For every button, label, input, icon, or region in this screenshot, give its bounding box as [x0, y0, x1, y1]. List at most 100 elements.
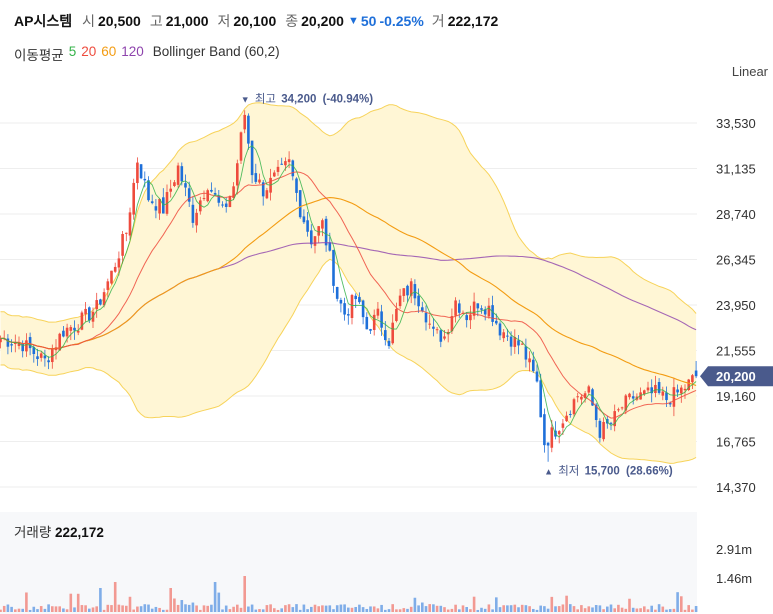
- volume-bar: [80, 605, 84, 612]
- candle: [617, 407, 620, 413]
- candle: [317, 225, 320, 243]
- volume-bar: [113, 582, 117, 612]
- volume-bar: [631, 607, 635, 612]
- volume-bar: [643, 606, 646, 612]
- price-chart[interactable]: 33,530 31,135 28,740 26,345 23,950 21,555 19,1…: [0, 86, 773, 506]
- y-tick-label: 14,370: [716, 480, 756, 495]
- volume-bar: [672, 608, 676, 612]
- max-label: 최고: [255, 92, 276, 105]
- volume-bar: [668, 609, 672, 612]
- volume-bar: [543, 606, 546, 612]
- candle: [39, 350, 43, 362]
- volume-bar: [106, 604, 110, 612]
- candle: [6, 334, 10, 355]
- ma-5-line: [0, 145, 697, 438]
- volume-bar: [446, 609, 450, 612]
- volume-bar: [387, 609, 391, 612]
- open-label: 시: [82, 13, 95, 29]
- volume-bar: [332, 609, 335, 612]
- max-arrow-icon: ▼: [241, 94, 250, 104]
- volume-bar: [343, 604, 346, 612]
- volume-bar: [687, 605, 690, 612]
- volume-bar: [376, 608, 380, 612]
- candle: [187, 181, 191, 207]
- volume-bar: [25, 592, 28, 612]
- candle: [580, 394, 583, 405]
- volume-bar: [691, 609, 694, 612]
- candle: [280, 157, 283, 165]
- candle: [313, 236, 317, 254]
- volume-bar: [354, 606, 357, 612]
- candle: [628, 392, 631, 400]
- candle: [576, 392, 579, 403]
- volume-bar: [528, 606, 531, 612]
- ma-60-period[interactable]: 60: [101, 44, 117, 59]
- volume-bar: [54, 606, 58, 612]
- volume-bar: [202, 605, 206, 612]
- volume-bar: [569, 604, 572, 612]
- candle: [528, 351, 531, 372]
- volume-bar: [683, 609, 687, 612]
- volume-bar: [391, 604, 394, 612]
- candle: [221, 201, 224, 208]
- candle: [195, 208, 198, 233]
- candle: [565, 411, 568, 422]
- volume-bar: [110, 605, 113, 612]
- candle: [546, 442, 550, 462]
- candle: [184, 174, 187, 197]
- stock-header: AP시스템 시 20,500 고 21,000 저 20,100 종 20,20…: [14, 10, 507, 32]
- candle: [424, 305, 428, 331]
- candle: [535, 364, 539, 383]
- candle: [99, 298, 102, 306]
- candle: [343, 297, 346, 321]
- volume-bar: [254, 609, 258, 612]
- volume-bar: [361, 607, 365, 612]
- candle: [217, 189, 221, 207]
- ma-120-period[interactable]: 120: [121, 44, 144, 59]
- ma-20-period[interactable]: 20: [81, 44, 97, 59]
- candle: [506, 328, 509, 342]
- ma-5-period[interactable]: 5: [68, 44, 77, 59]
- volume-bar: [635, 608, 639, 612]
- volume-bar: [472, 596, 476, 612]
- candle: [169, 179, 172, 198]
- candle: [310, 224, 313, 249]
- max-price-annotation: ▼ 최고 34,200 (-40.94%): [241, 92, 374, 105]
- volume-bar: [546, 608, 550, 612]
- volume-bar: [310, 606, 313, 612]
- candle: [602, 417, 605, 442]
- volume-bar: [506, 605, 509, 612]
- volume-bar: [402, 608, 406, 612]
- down-arrow-icon: ▼: [347, 15, 359, 27]
- y-tick-label: 19,160: [716, 389, 756, 404]
- volume-bar: [509, 605, 513, 612]
- max-value: 34,200: [281, 93, 316, 105]
- candle: [73, 320, 76, 340]
- y-tick-label: 16,765: [716, 435, 756, 450]
- volume-bar: [88, 608, 91, 612]
- volume-bar: [199, 609, 202, 612]
- volume-bar: [461, 605, 465, 612]
- candle: [387, 337, 391, 349]
- candle: [654, 375, 657, 398]
- volume-bar: [261, 609, 265, 612]
- close-value: 20,200: [301, 13, 344, 29]
- volume-bar: [147, 604, 150, 612]
- volume-bar: [565, 595, 568, 612]
- volume-bar: [99, 588, 102, 612]
- candle: [243, 110, 246, 134]
- volume-bar: [469, 609, 472, 612]
- volume-bar: [102, 609, 106, 612]
- candle: [550, 419, 554, 453]
- candle: [258, 173, 261, 184]
- candle: [335, 286, 339, 302]
- candlestick-series: [0, 110, 698, 462]
- volume-bar: [213, 582, 217, 612]
- volume-bar: [32, 606, 36, 612]
- bollinger-band-label[interactable]: Bollinger Band (60,2): [152, 44, 280, 59]
- volume-chart[interactable]: 2.91m 1.46m: [0, 512, 773, 614]
- volume-bar: [428, 604, 431, 612]
- scale-mode-toggle[interactable]: Linear: [731, 64, 768, 79]
- volume-bar: [413, 597, 417, 612]
- indicator-legend[interactable]: 이동평균 5 20 60 120 Bollinger Band (60,2): [14, 44, 280, 64]
